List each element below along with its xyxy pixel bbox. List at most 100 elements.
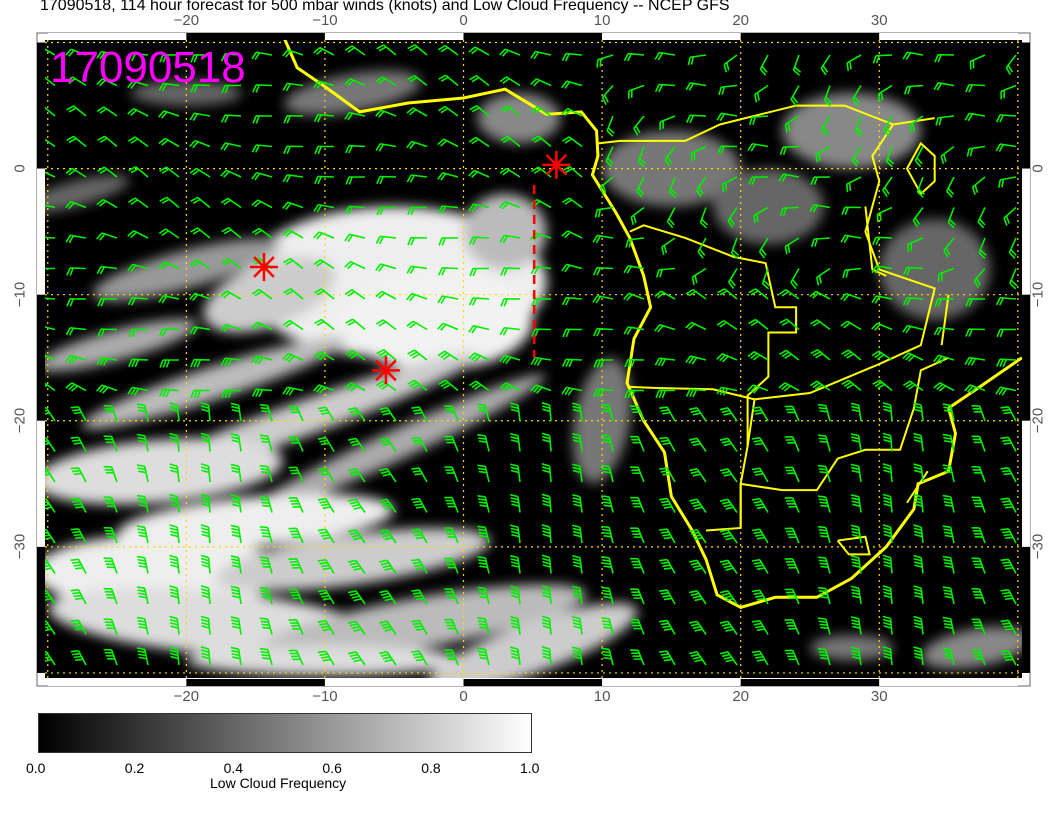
wind-barb: [541, 554, 552, 574]
wind-barb: [933, 382, 955, 392]
wind-barb: [885, 146, 895, 168]
wind-barb: [375, 109, 397, 118]
wind-barb: [136, 525, 149, 544]
wind-barb: [477, 464, 490, 483]
wind-barb: [127, 263, 149, 273]
wind-barb: [625, 237, 645, 248]
wind-barb: [259, 434, 273, 452]
wind-barb: [317, 558, 335, 574]
wind-barb: [282, 49, 304, 58]
wind-barb: [411, 619, 428, 635]
wind-barb: [850, 494, 862, 513]
wind-barb: [189, 139, 211, 149]
wind-barb: [70, 467, 87, 483]
wind-barb: [902, 324, 924, 334]
red-star-marker: [249, 252, 278, 281]
wind-barb: [313, 113, 335, 123]
frame-bar: [463, 33, 603, 40]
country-border: [597, 104, 935, 145]
wind-barb: [200, 463, 211, 483]
wind-barb: [444, 527, 459, 544]
wind-barb: [882, 615, 893, 635]
wind-barb: [624, 358, 645, 368]
wind-barb: [344, 382, 366, 392]
wind-barb: [872, 236, 893, 246]
wind-barb: [159, 166, 180, 178]
wind-barb: [630, 496, 645, 513]
wind-barb: [719, 620, 738, 635]
wind-barb: [406, 107, 428, 117]
wind-barb: [530, 384, 552, 394]
wind-barb: [809, 290, 831, 300]
wind-barb: [883, 115, 893, 137]
wind-barb: [654, 51, 676, 61]
wind-barb: [221, 389, 242, 399]
wind-barb: [659, 619, 676, 635]
wind-barb: [716, 352, 738, 363]
wind-barb: [685, 355, 707, 365]
wind-barb: [784, 649, 800, 666]
wind-barb: [685, 321, 707, 331]
lat-tick-label: −10: [11, 281, 29, 307]
wind-barb: [96, 50, 118, 60]
wind-barb: [690, 145, 707, 162]
wind-barb: [259, 617, 273, 635]
wind-barb: [717, 145, 738, 154]
wind-barb: [200, 524, 211, 544]
wind-barb: [842, 267, 862, 279]
wind-barb: [655, 389, 676, 399]
wind-barb: [45, 650, 56, 666]
country-border: [705, 356, 949, 532]
wind-barb: [562, 358, 583, 368]
wind-barb: [689, 406, 707, 422]
wind-barb: [914, 146, 924, 168]
wind-barb: [444, 649, 459, 666]
wind-barb: [696, 176, 707, 198]
lon-tick-label: 10: [593, 12, 611, 29]
wind-barb: [601, 403, 614, 422]
wind-barb: [230, 433, 242, 452]
wind-barb: [530, 356, 552, 366]
wind-barb: [500, 267, 521, 276]
wind-barb: [850, 402, 862, 422]
wind-barb: [468, 352, 490, 362]
wind-barb: [317, 436, 335, 452]
wind-barb: [251, 388, 273, 398]
wind-barb: [510, 615, 521, 635]
cloud-patch: [428, 603, 638, 678]
wind-barb: [45, 559, 56, 574]
wind-barb: [871, 322, 893, 331]
wind-barb: [288, 436, 304, 452]
wind-barb: [942, 403, 955, 422]
frame-bar: [47, 33, 187, 40]
wind-barb: [468, 136, 490, 148]
wind-barb: [751, 467, 769, 483]
wind-barb: [468, 46, 490, 56]
wind-barb: [376, 349, 397, 361]
wind-barb: [477, 434, 490, 452]
wind-barb: [230, 646, 242, 666]
cloud-patch: [203, 256, 336, 333]
wind-barb: [942, 525, 955, 544]
frame-bar: [1022, 546, 1030, 673]
wind-barb: [376, 206, 397, 216]
wind-barb: [65, 48, 87, 57]
wind-barb: [344, 205, 366, 215]
wind-barb: [379, 498, 397, 513]
wind-barb: [499, 201, 521, 210]
wind-barb: [561, 80, 583, 89]
wind-barb: [65, 234, 87, 244]
wind-barb: [347, 407, 366, 422]
wind-barb: [345, 318, 366, 331]
wind-barb: [97, 135, 118, 148]
wind-barb: [103, 618, 118, 635]
wind-barb: [882, 402, 893, 422]
lon-tick-label: 0: [459, 12, 468, 29]
wind-barb: [283, 114, 304, 124]
lat-tick-label: 0: [1029, 163, 1047, 173]
wind-barb: [251, 199, 273, 209]
wind-barb: [876, 206, 893, 223]
wind-barb: [70, 619, 87, 635]
wind-barb: [935, 115, 955, 126]
wind-barb: [251, 144, 273, 153]
